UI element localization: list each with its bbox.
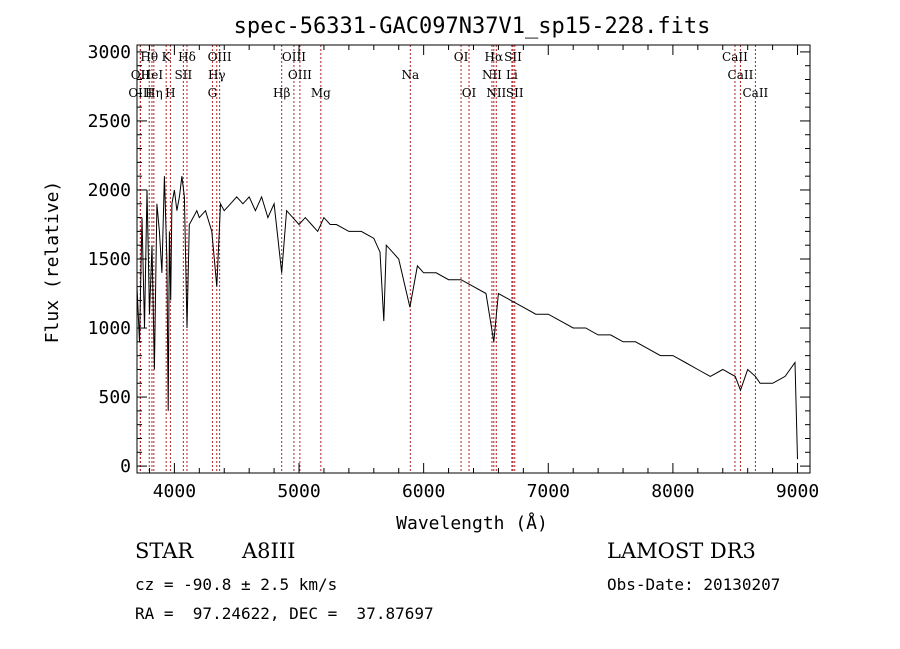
line-label: HeI <box>141 68 164 82</box>
y-tick-label: 1000 <box>88 318 131 339</box>
spectral-line-markers <box>139 45 756 473</box>
line-label: Hα <box>485 50 504 64</box>
x-tick-label: 4000 <box>153 481 196 502</box>
line-label: Li <box>506 68 518 82</box>
line-label: CaII <box>742 86 768 100</box>
plot-frame <box>136 44 811 474</box>
spectrum-series <box>136 176 798 460</box>
spectrum-line <box>136 176 798 460</box>
object-class: STAR <box>135 539 194 563</box>
line-label: CaII <box>722 50 748 64</box>
survey-name: LAMOST DR3 <box>607 539 756 563</box>
y-axis-ticks: 0 500 1000 1500 2000 2500 3000 <box>88 42 810 477</box>
x-tick-label: 5000 <box>277 481 320 502</box>
line-label: G <box>208 86 218 100</box>
coordinates: RA = 97.24622, DEC = 37.87697 <box>135 604 434 623</box>
line-label: Hγ <box>208 68 226 82</box>
chart-title: spec-56331-GAC097N37V1_sp15-228.fits <box>234 14 711 39</box>
line-label: H <box>165 86 175 100</box>
line-label: Hδ <box>178 50 196 64</box>
line-label: OII <box>131 68 151 82</box>
line-label: Hθ <box>140 50 158 64</box>
observation-date: Obs-Date: 20130207 <box>607 575 781 594</box>
line-label: SII <box>506 86 524 100</box>
line-label: OIII <box>208 50 232 64</box>
redshift-cz: cz = -90.8 ± 2.5 km/s <box>135 575 338 594</box>
line-label: CaII <box>728 68 754 82</box>
x-axis-ticks: 4000 5000 6000 7000 8000 9000 <box>148 45 819 502</box>
y-tick-label: 3000 <box>88 42 131 63</box>
y-tick-label: 2000 <box>88 180 131 201</box>
line-label: OI <box>454 50 469 64</box>
line-label: K <box>162 50 172 64</box>
x-axis-label: Wavelength (Å) <box>396 512 548 534</box>
x-tick-label: 7000 <box>527 481 570 502</box>
line-label: SII <box>175 68 193 82</box>
y-axis-label: Flux (relative) <box>42 181 63 344</box>
line-label: OI <box>462 86 477 100</box>
y-tick-label: 0 <box>120 456 131 477</box>
line-label: Mg <box>311 86 331 100</box>
line-label: NII <box>486 86 506 100</box>
line-label: Hη <box>145 86 163 100</box>
line-label: NII <box>482 68 502 82</box>
x-tick-label: 9000 <box>776 481 819 502</box>
object-subclass: A8III <box>242 539 296 563</box>
line-label: OIII <box>288 68 312 82</box>
y-tick-label: 2500 <box>88 111 131 132</box>
line-label: OIII <box>282 50 306 64</box>
line-label: Hβ <box>273 86 290 100</box>
x-tick-label: 8000 <box>651 481 694 502</box>
y-tick-label: 500 <box>98 387 131 408</box>
y-tick-label: 1500 <box>88 249 131 270</box>
line-label: SII <box>504 50 522 64</box>
line-label: Na <box>401 68 419 82</box>
x-tick-label: 6000 <box>402 481 445 502</box>
